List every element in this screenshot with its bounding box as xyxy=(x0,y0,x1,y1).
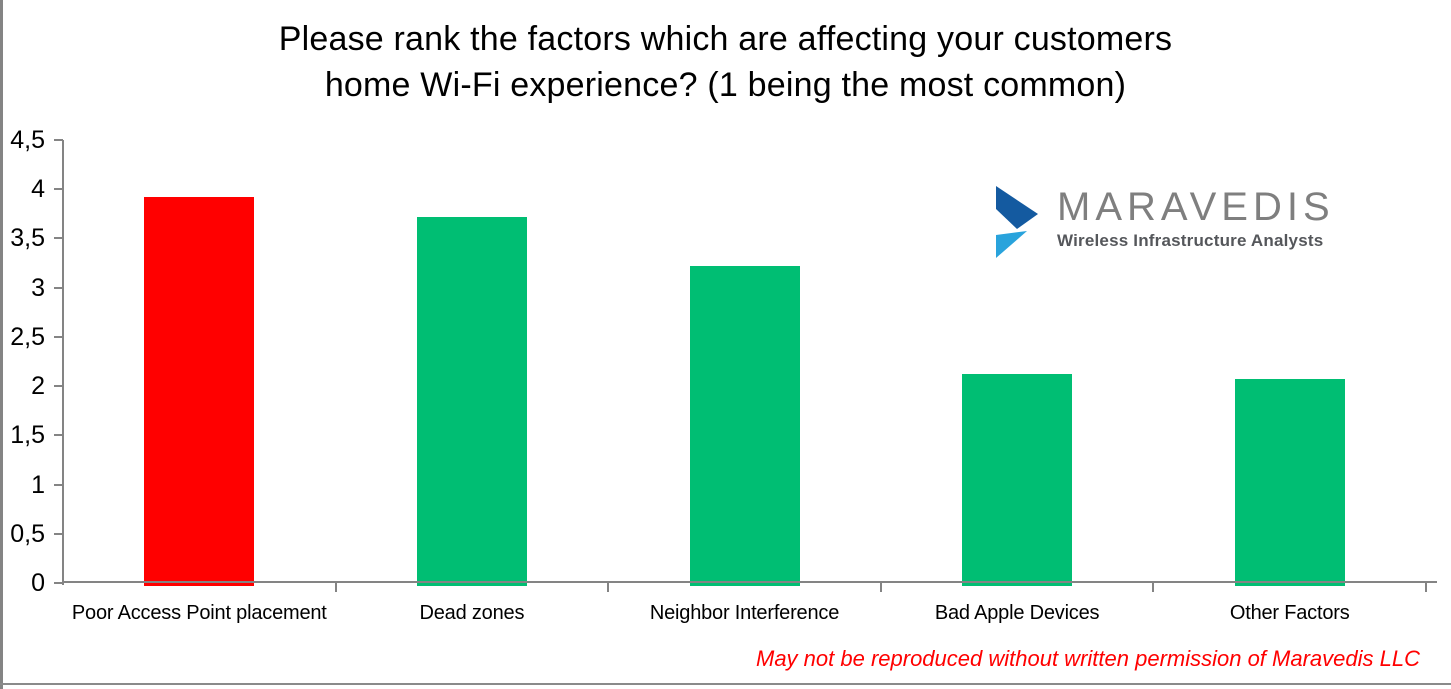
maravedis-logo: MARAVEDIS Wireless Infrastructure Analys… xyxy=(995,185,1335,259)
y-tick-mark xyxy=(54,335,63,338)
slide-left-border xyxy=(0,0,3,689)
y-tick-label: 3 xyxy=(31,273,45,302)
y-tick-mark xyxy=(54,582,63,584)
bar-poor-access-point-placement xyxy=(144,197,255,586)
x-category-label: Poor Access Point placement xyxy=(71,602,327,624)
y-tick-mark xyxy=(54,139,63,141)
y-tick-label: 0 xyxy=(31,569,45,597)
chart-title-line2: home Wi-Fi experience? (1 being the most… xyxy=(324,66,1127,104)
chart-title: Please rank the factors which are affect… xyxy=(0,16,1451,108)
x-tick-mark xyxy=(1152,583,1155,592)
y-tick-label: 0,5 xyxy=(10,519,45,548)
slide-bottom-border xyxy=(0,683,1451,685)
y-tick-mark xyxy=(54,286,63,289)
x-tick-mark xyxy=(607,583,610,592)
y-tick-label: 2 xyxy=(31,372,45,401)
chart-title-line1: Please rank the factors which are affect… xyxy=(278,20,1173,58)
x-category-label: Neighbor Interference xyxy=(649,602,840,624)
logo-chevron-icon xyxy=(996,186,1038,258)
bar-bad-apple-devices xyxy=(962,374,1073,586)
bar-chart-plot-area: 4,5 4 3,5 3 2,5 2 1,5 1 xyxy=(10,126,1437,624)
y-tick-mark xyxy=(54,434,63,437)
y-tick-label: 4,5 xyxy=(10,126,45,154)
y-tick-mark xyxy=(54,188,63,191)
y-tick-mark xyxy=(54,237,63,240)
x-tick-mark xyxy=(334,583,337,592)
y-tick-mark xyxy=(54,532,63,535)
bar-neighbor-interference xyxy=(689,265,800,586)
y-tick-label: 1,5 xyxy=(10,421,45,450)
y-tick-mark xyxy=(54,483,63,486)
x-tick-mark xyxy=(879,583,882,592)
bar-dead-zones xyxy=(416,216,527,586)
x-category-label: Other Factors xyxy=(1229,602,1350,624)
y-tick-label: 4 xyxy=(31,175,45,204)
y-tick-label: 1 xyxy=(31,470,45,499)
bar-other-factors xyxy=(1234,379,1345,586)
logo-text-block: MARAVEDIS Wireless Infrastructure Analys… xyxy=(1057,185,1335,251)
x-category-label: Dead zones xyxy=(419,602,525,624)
x-category-label: Bad Apple Devices xyxy=(934,602,1100,624)
y-tick-label: 3,5 xyxy=(10,224,45,253)
copyright-disclaimer: May not be reproduced without written pe… xyxy=(756,646,1420,671)
logo-company-name: MARAVEDIS xyxy=(1057,185,1335,229)
x-axis-line xyxy=(62,581,1437,583)
y-tick-label: 2,5 xyxy=(10,322,45,351)
y-axis-line xyxy=(62,140,64,585)
y-tick-mark xyxy=(54,385,63,388)
x-tick-mark xyxy=(1425,583,1427,592)
logo-tagline: Wireless Infrastructure Analysts xyxy=(1057,231,1324,250)
